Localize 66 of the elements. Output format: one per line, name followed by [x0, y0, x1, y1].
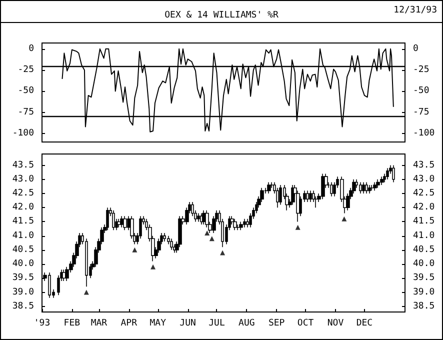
candlestick: [359, 182, 362, 194]
candlestick: [123, 216, 127, 231]
x-tick-label: NOV: [327, 318, 344, 328]
y-tick-label: 0: [28, 44, 34, 54]
y-tick-label: -100: [12, 128, 34, 139]
x-tick-label: OCT: [297, 318, 314, 328]
point: [342, 216, 347, 222]
candlestick: [120, 216, 124, 228]
y-tick-label: 43.5: [413, 160, 435, 170]
y-tick-label: 39.0: [413, 287, 435, 298]
x-tick-label: FEB: [64, 318, 80, 328]
y-tick-label: 40.0: [413, 259, 435, 270]
x-tick-label: APR: [120, 318, 138, 328]
candlestick: [279, 184, 282, 206]
candlestick: [392, 164, 395, 183]
text: 12/31/93: [394, 6, 438, 16]
y-tick-label: -25: [18, 65, 34, 76]
x-tick-label: DEC: [356, 318, 373, 328]
y-tick-label: -75: [18, 107, 34, 118]
candlestick: [267, 182, 271, 194]
candlestick: [373, 182, 377, 192]
candlestick: [362, 182, 365, 194]
y-tick-label: 42.5: [413, 188, 435, 198]
candlestick: [239, 221, 243, 231]
y-tick-label: 41.0: [413, 230, 435, 241]
point: [84, 290, 89, 295]
candlestick: [112, 210, 115, 231]
y-tick-label: 38.5: [413, 301, 435, 312]
x-tick-label: AUG: [238, 318, 255, 328]
y-tick-label: 42.0: [413, 202, 435, 213]
candlestick: [370, 184, 374, 192]
candlestick: [330, 182, 333, 197]
x-tick-label: JUN: [180, 318, 196, 328]
candlestick: [306, 190, 309, 202]
candlestick: [309, 190, 312, 202]
candlestick: [368, 184, 371, 194]
candlestick: [106, 207, 109, 231]
candlestick: [386, 168, 389, 180]
candlestick: [376, 178, 380, 188]
y-tick-label: 39.5: [413, 273, 435, 284]
y-tick-label: 41.5: [413, 216, 435, 227]
x-tick-label: MAY: [150, 318, 167, 328]
chart-title: OEX & 14 WILLIAMS' %R: [164, 10, 279, 20]
candlestick: [321, 173, 325, 200]
candlestick: [243, 218, 246, 228]
candlestick: [233, 218, 237, 231]
point: [150, 264, 156, 270]
candlestick: [380, 176, 384, 186]
candlestick: [163, 232, 166, 242]
point: [132, 247, 138, 252]
point: [204, 230, 210, 236]
x-tick-label: MAR: [90, 318, 108, 328]
y-tick-label: 43.0: [413, 174, 435, 184]
point: [209, 236, 214, 242]
point: [295, 224, 300, 230]
x-tick-label: SEP: [268, 318, 286, 328]
point: [220, 250, 226, 256]
candlestick: [170, 238, 173, 250]
candlestick: [365, 182, 368, 194]
x-tick-label: '93: [34, 318, 50, 328]
candlestick: [117, 218, 121, 228]
candlestick: [62, 269, 66, 282]
candlestick: [197, 212, 200, 222]
y-tick-label: -50: [18, 86, 34, 96]
x-tick-label: JUL: [208, 318, 225, 328]
y-tick-label: 40.5: [413, 244, 435, 255]
